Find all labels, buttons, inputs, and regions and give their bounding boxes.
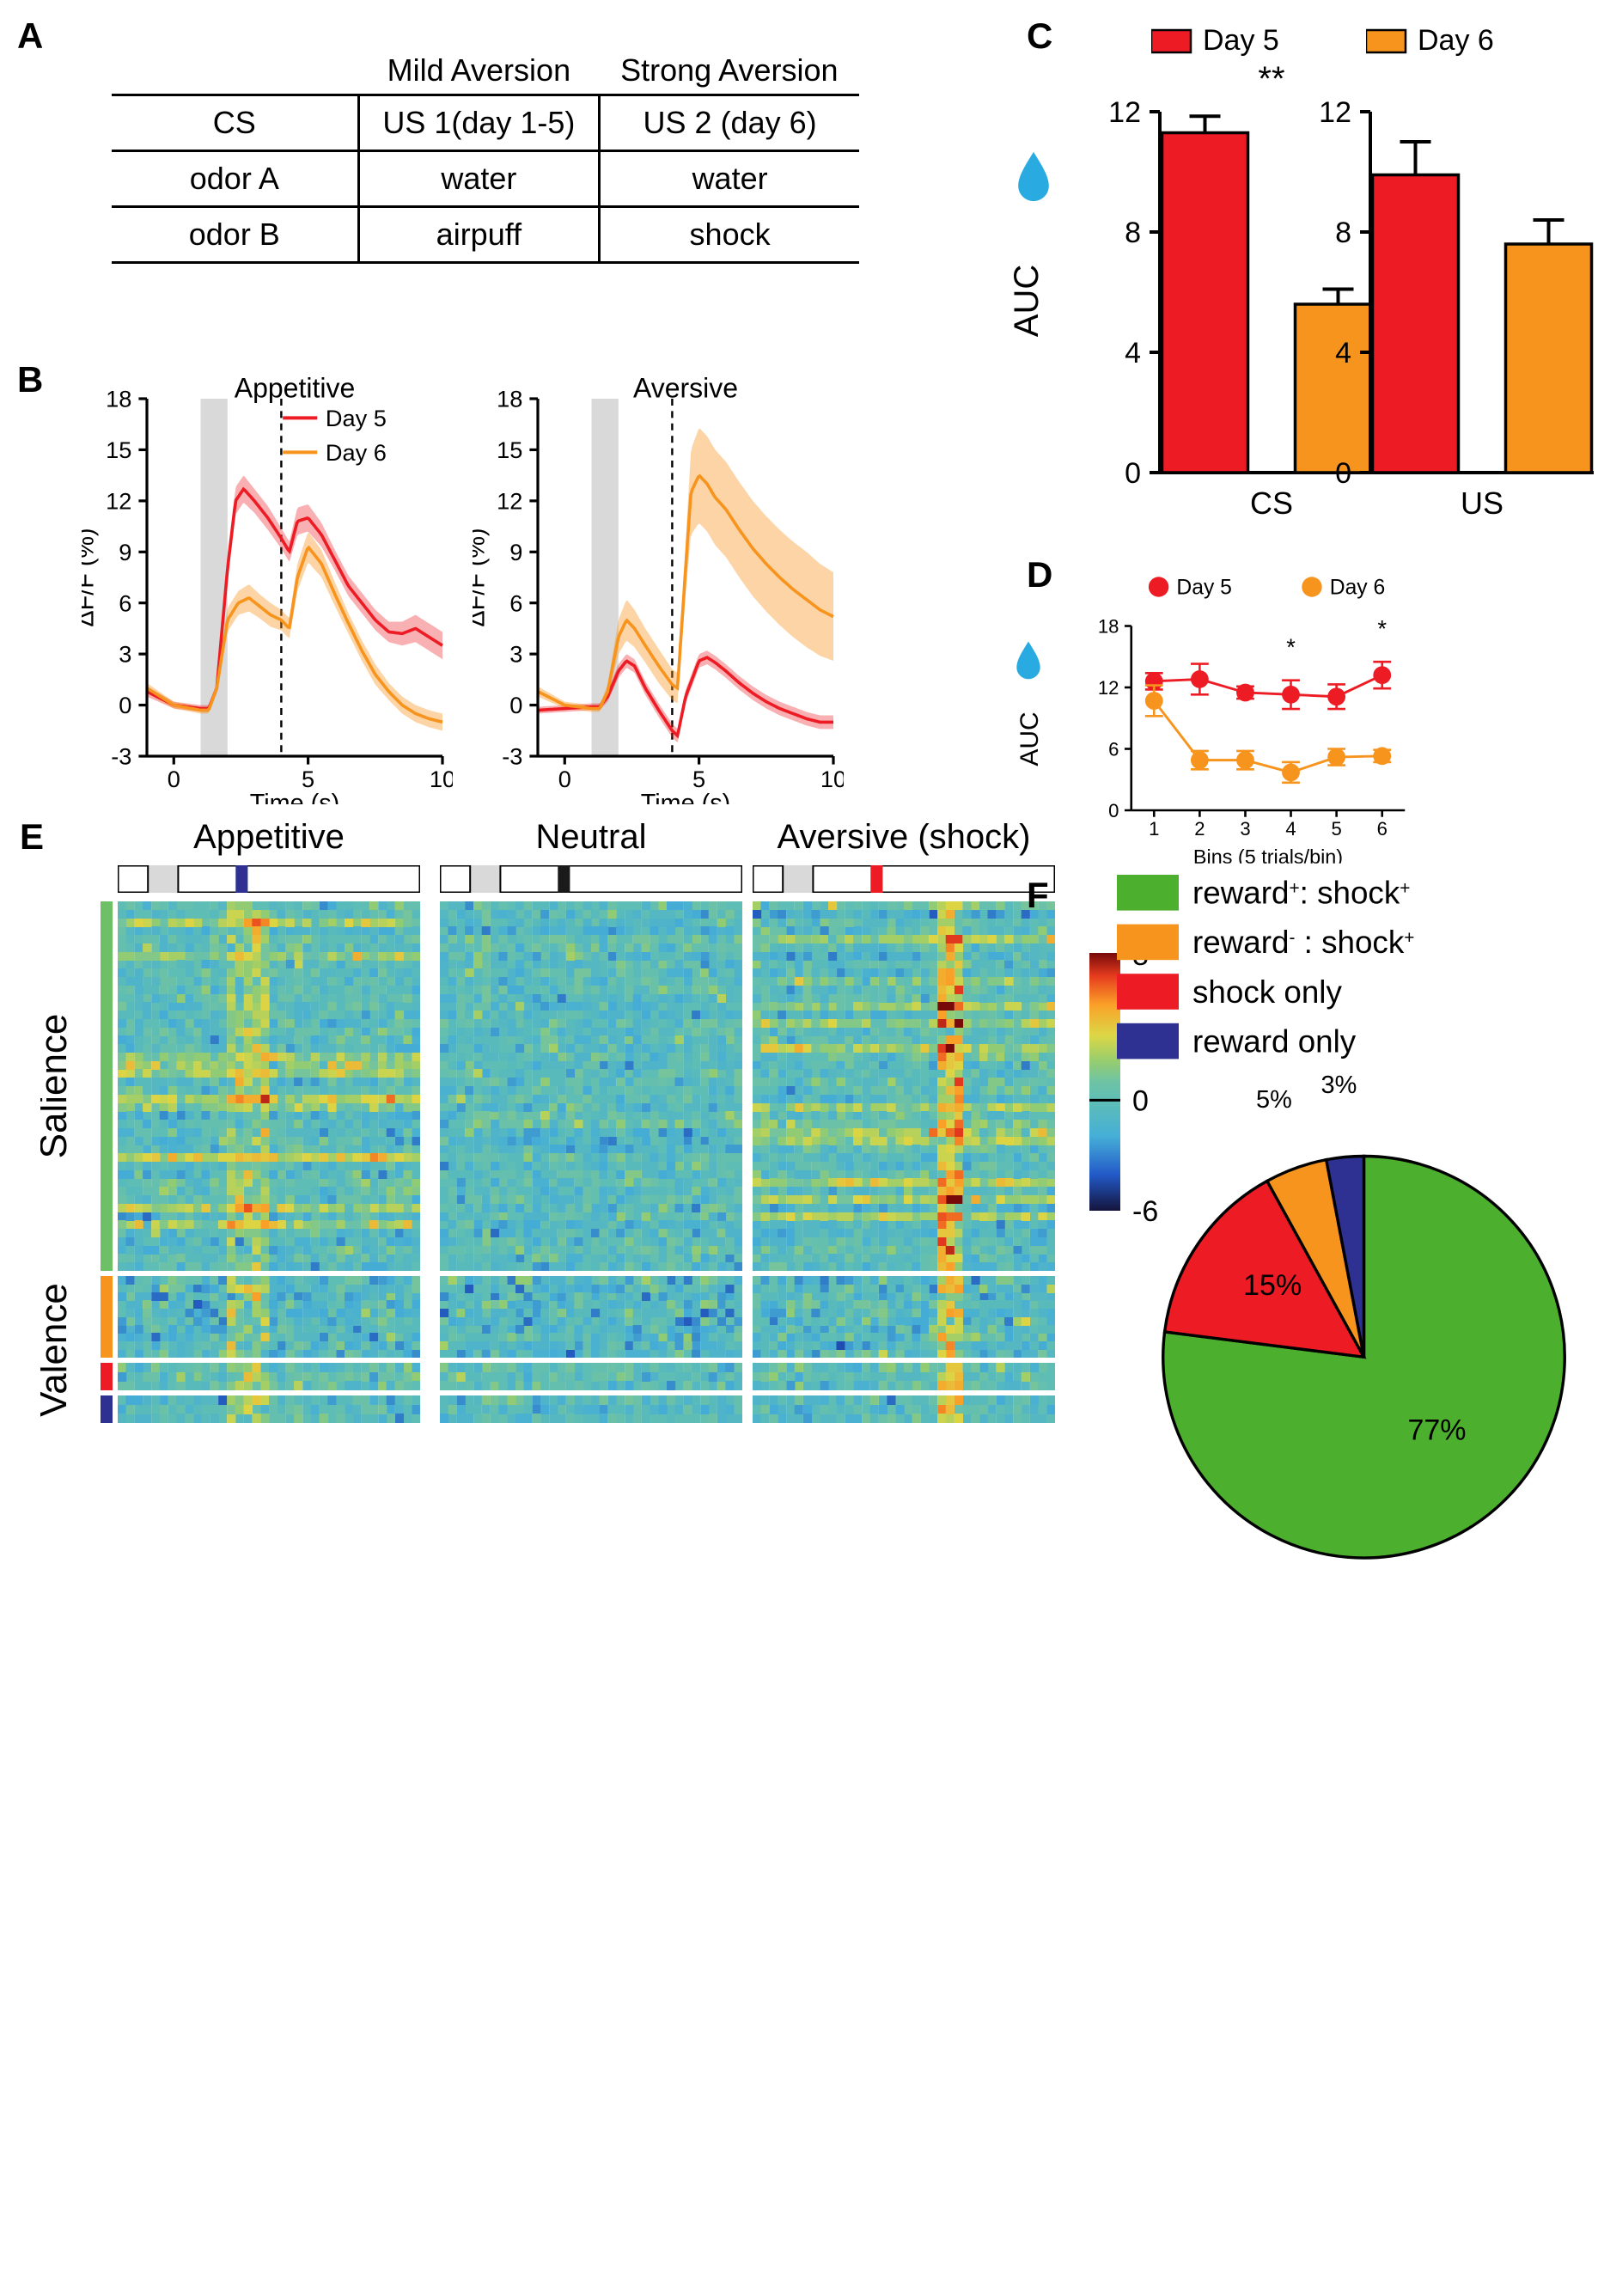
svg-text:3: 3	[509, 641, 522, 668]
svg-text:Appetitive: Appetitive	[235, 372, 356, 403]
svg-text:4: 4	[1285, 818, 1296, 840]
svg-text:5: 5	[692, 766, 705, 792]
svg-text:Aversive: Aversive	[633, 372, 738, 403]
svg-text:10: 10	[430, 766, 453, 792]
svg-text:3: 3	[1240, 818, 1250, 840]
svg-text:2: 2	[1194, 818, 1205, 840]
svg-text:US: US	[1461, 485, 1503, 521]
svg-text:3: 3	[119, 641, 131, 668]
svg-text:15: 15	[497, 437, 522, 463]
svg-text:12: 12	[106, 487, 131, 514]
svg-text:0: 0	[119, 692, 131, 718]
svg-text:6: 6	[1108, 738, 1119, 760]
svg-text:Time (s): Time (s)	[641, 790, 731, 804]
svg-text:12: 12	[1108, 96, 1141, 129]
svg-text:Day 5: Day 5	[1176, 576, 1232, 599]
svg-text:8: 8	[1125, 217, 1141, 249]
svg-text:-3: -3	[502, 743, 522, 770]
svg-text:15: 15	[106, 437, 131, 463]
svg-text:0: 0	[1335, 457, 1351, 490]
svg-text:8: 8	[1335, 217, 1351, 249]
svg-text:0: 0	[509, 692, 522, 718]
svg-text:5: 5	[302, 766, 314, 792]
svg-text:ΔF/F (%): ΔF/F (%)	[82, 528, 100, 626]
svg-text:12: 12	[1098, 677, 1119, 699]
svg-text:*: *	[1286, 633, 1296, 660]
svg-text:Day 5: Day 5	[326, 405, 387, 431]
svg-text:AUC: AUC	[1012, 265, 1046, 337]
svg-text:9: 9	[509, 539, 522, 565]
svg-text:12: 12	[1319, 96, 1351, 129]
svg-text:6: 6	[1377, 818, 1388, 840]
svg-text:5: 5	[1331, 818, 1341, 840]
svg-text:0: 0	[1108, 800, 1119, 821]
svg-text:9: 9	[119, 539, 131, 565]
svg-text:18: 18	[106, 386, 131, 412]
svg-text:Day 6: Day 6	[326, 439, 387, 466]
svg-text:Bins (5 trials/bin): Bins (5 trials/bin)	[1193, 846, 1343, 864]
svg-text:1: 1	[1149, 818, 1159, 840]
svg-text:18: 18	[497, 386, 522, 412]
svg-text:0: 0	[168, 766, 180, 792]
svg-text:0: 0	[558, 766, 571, 792]
svg-text:4: 4	[1335, 337, 1351, 369]
svg-text:10: 10	[820, 766, 844, 792]
svg-text:4: 4	[1125, 337, 1141, 369]
svg-text:-3: -3	[111, 743, 131, 770]
svg-text:Time (s): Time (s)	[250, 790, 340, 804]
svg-text:0: 0	[1125, 457, 1141, 490]
svg-text:6: 6	[119, 589, 131, 616]
svg-text:AUC: AUC	[1016, 711, 1044, 766]
svg-text:*: *	[1377, 615, 1387, 642]
svg-text:**: **	[1258, 60, 1284, 98]
svg-text:ΔF/F (%): ΔF/F (%)	[473, 528, 491, 626]
svg-text:18: 18	[1098, 615, 1119, 637]
svg-text:Day 6: Day 6	[1330, 576, 1386, 599]
svg-text:CS: CS	[1250, 485, 1293, 521]
svg-text:12: 12	[497, 487, 522, 514]
svg-text:6: 6	[509, 589, 522, 616]
